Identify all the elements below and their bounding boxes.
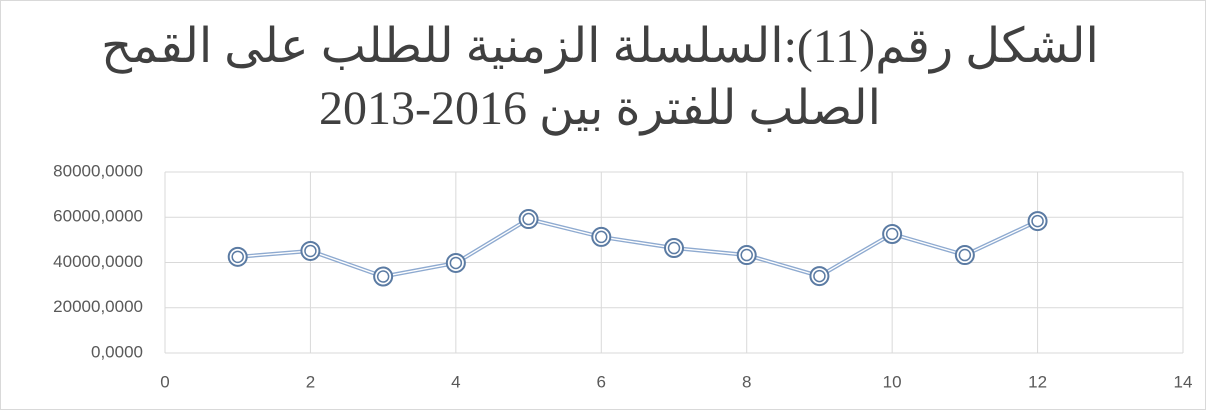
point-inner <box>667 241 681 255</box>
chart-title: الصلب للفترة بين 2016-2013 <box>319 82 881 136</box>
x-tick-label: 12 <box>1028 372 1047 391</box>
x-tick-label: 6 <box>597 372 606 391</box>
y-tick-label: 0,0000 <box>91 342 143 361</box>
x-tick-label: 8 <box>742 372 751 391</box>
x-tick-label: 2 <box>306 372 315 391</box>
y-tick-label: 20000,0000 <box>53 297 143 316</box>
x-tick-label: 0 <box>160 372 169 391</box>
point-inner <box>885 227 899 241</box>
point-inner <box>522 212 535 226</box>
y-tick-label: 80000,0000 <box>53 161 143 180</box>
point-inner <box>231 250 244 264</box>
point-inner <box>376 270 390 283</box>
x-tick-label: 10 <box>883 372 902 391</box>
point-inner <box>813 269 826 283</box>
point-inner <box>595 230 608 244</box>
x-tick-label: 14 <box>1174 372 1193 391</box>
chart-title: الشكل رقم(11):السلسلة الزمنية للطلب على … <box>101 20 1099 74</box>
x-tick-label: 4 <box>451 372 460 391</box>
series-line-inner <box>237 218 1038 278</box>
y-tick-label: 60000,0000 <box>53 207 143 226</box>
y-tick-label: 40000,0000 <box>53 252 143 271</box>
point-inner <box>304 244 317 258</box>
point-inner <box>1031 214 1044 228</box>
point-inner <box>958 248 972 262</box>
point-inner <box>740 248 753 262</box>
point-inner <box>449 256 463 270</box>
